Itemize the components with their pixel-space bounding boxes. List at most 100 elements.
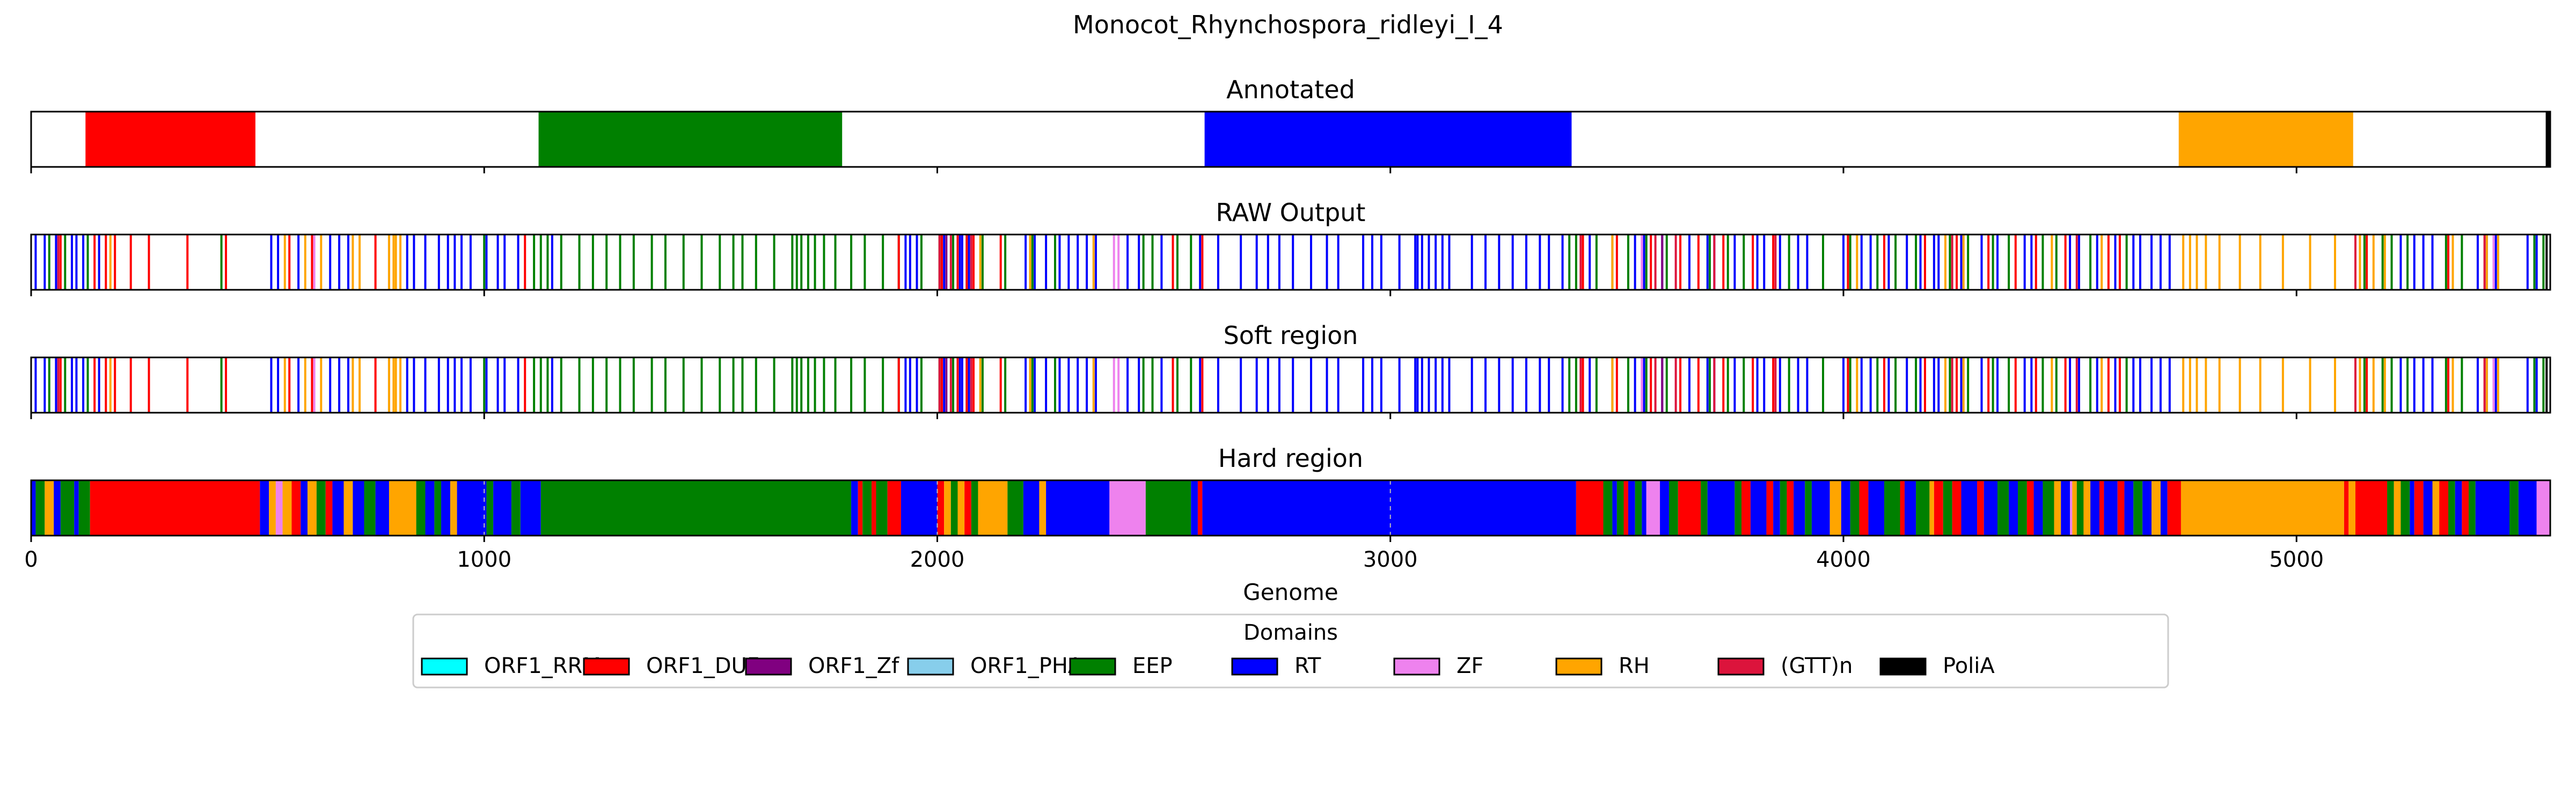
legend-item: ZF [1393,654,1483,678]
domain-segment [457,480,487,536]
domain-segment [2142,480,2152,536]
domain-segment [1868,480,1884,536]
domain-segment [858,480,863,536]
domain-segment [2355,480,2388,536]
domain-segment [2018,480,2027,536]
domain-segment [1766,480,1774,536]
domain-segment [1642,480,1646,536]
domain-segment [1850,480,1860,536]
domain-segment [862,480,872,536]
domain-segment [2026,480,2034,536]
domain-segment [74,480,79,536]
legend-item: ORF1_DUF [583,654,759,678]
domain-segment [1961,480,1978,536]
domain-segment [944,480,951,536]
domain-segment [2070,480,2073,536]
legend-item: RT [1231,654,1321,678]
legend-label: ORF1_RRM [484,654,601,678]
domain-segment [1707,480,1735,536]
domain-segment [425,480,435,536]
domain-segment [1780,480,1787,536]
domain-segment [876,480,888,536]
x-tick-label: 1000 [457,547,511,572]
track-0: Annotated [30,75,2551,173]
legend-title: Domains [1243,620,1338,645]
x-tick-label: 5000 [2269,547,2324,572]
domain-segment [2160,480,2168,536]
track-title: Annotated [1226,75,1355,104]
domain-segment [1929,480,1934,536]
domain-segment [1904,480,1916,536]
domain-segment [2083,480,2091,536]
domain-segment [1023,480,1040,536]
legend-swatch [1879,657,1927,676]
domain-segment [978,480,1008,536]
domain-segment [2348,480,2355,536]
domain-segment [1603,480,1613,536]
legend-label: ZF [1457,654,1483,678]
domain-segment [316,480,326,536]
domain-segment [2104,480,2118,536]
legend-swatch [1717,657,1765,676]
domain-segment [2475,480,2510,536]
domain-segment [2387,480,2394,536]
legend-item: ORF1_RRM [421,654,601,678]
legend-items: ORF1_RRM ORF1_DUF ORF1_Zf ORF1_PHA EEP RT ZF RH… [421,654,1995,678]
domain-segment [971,480,978,536]
domain-segment [964,480,971,536]
legend-swatch [745,657,792,676]
domain-segment [1039,480,1046,536]
legend-swatch [1393,657,1440,676]
domain-segment [1859,480,1869,536]
legend-label: RH [1619,654,1650,678]
domain-segment [1916,480,1930,536]
domain-segment [389,480,416,536]
domain-segment [60,480,75,536]
domain-segment [1741,480,1751,536]
legend-item: ORF1_Zf [745,654,899,678]
domain-segment [1576,480,1604,536]
domain-segment [1612,480,1617,536]
track-1: RAW Output [30,198,2551,296]
domain-segment [282,480,292,536]
domain-segment [1202,480,1576,536]
domain-segment [364,480,376,536]
legend-label: EEP [1132,654,1173,678]
domain-segment [2410,480,2414,536]
domain-segment [1773,480,1780,536]
x-tick-label: 3000 [1363,547,1418,572]
domain-segment [1952,480,1962,536]
legend-swatch [1555,657,1602,676]
domain-segment [85,112,255,167]
domain-segment [2178,112,2353,167]
domain-segment [2448,480,2455,536]
track-3: Hard region 0 1000 2000 3000 4000 5000 [24,444,2551,572]
domain-segment [1646,480,1660,536]
x-tick-label: 4000 [1816,547,1871,572]
domain-segment [1811,480,1830,536]
legend-label: (GTT)n [1781,654,1853,678]
domain-segment [2117,480,2125,536]
domain-segment [1046,480,1110,536]
legend: Domains ORF1_RRM ORF1_DUF ORF1_Zf ORF1_PHA E… [412,613,2169,689]
domain-segment [1660,480,1669,536]
domain-segment [2423,480,2433,536]
domain-segment [2401,480,2410,536]
legend-swatch [1231,657,1278,676]
domain-segment [2439,480,2449,536]
legend-label: RT [1294,654,1321,678]
domain-segment [1934,480,1943,536]
legend-label: ORF1_Zf [808,654,899,678]
domain-segment [872,480,876,536]
domain-segment [1109,480,1146,536]
domain-segment [1623,480,1628,536]
domain-segment [90,480,260,536]
domain-segment [1829,480,1841,536]
domain-segment [441,480,450,536]
domain-segment [31,480,36,536]
domain-segment [375,480,389,536]
domain-segment [1900,480,1905,536]
x-tick-label: 2000 [910,547,965,572]
domain-segment [2076,480,2084,536]
